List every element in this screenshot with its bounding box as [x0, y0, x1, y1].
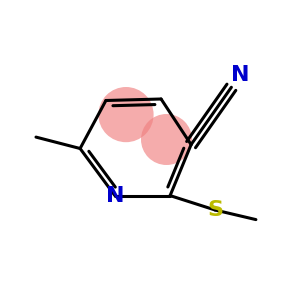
Text: N: N: [106, 186, 124, 206]
Circle shape: [141, 114, 192, 165]
Text: S: S: [207, 200, 223, 220]
Circle shape: [98, 87, 154, 142]
Text: N: N: [231, 65, 249, 85]
